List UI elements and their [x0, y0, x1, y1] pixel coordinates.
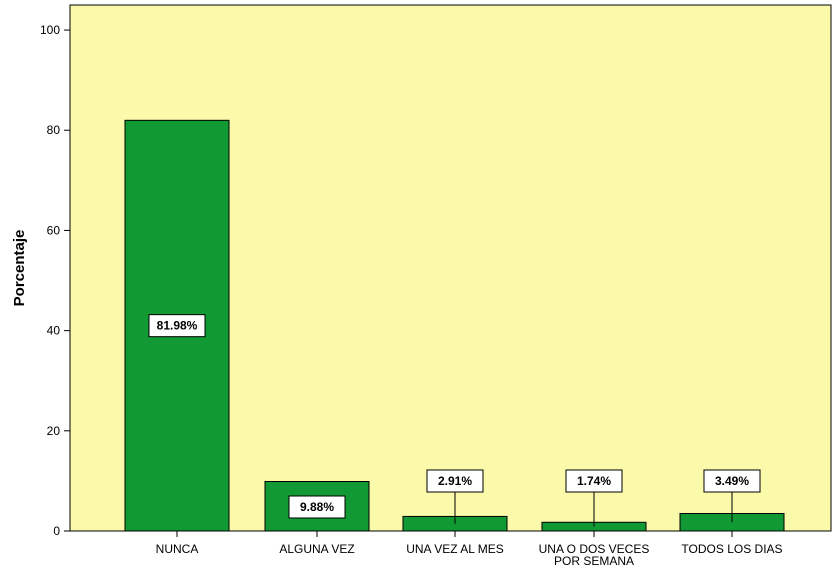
x-tick-label: UNA VEZ AL MES: [406, 542, 504, 556]
x-tick-label: UNA O DOS VECES: [539, 542, 650, 556]
y-axis: 0 20 40 60 80 100: [40, 23, 70, 538]
x-axis: NUNCA ALGUNA VEZ UNA VEZ AL MES UNA O DOS V…: [156, 531, 783, 568]
data-label: 9.88%: [300, 500, 334, 514]
y-tick-label: 60: [47, 223, 61, 237]
y-tick-label: 80: [47, 123, 61, 137]
data-label: 81.98%: [157, 319, 198, 333]
x-tick-label: ALGUNA VEZ: [279, 542, 354, 556]
y-tick-label: 100: [40, 23, 60, 37]
y-tick-label: 40: [47, 324, 61, 338]
data-label: 3.49%: [715, 474, 749, 488]
data-label-box: [703, 469, 761, 493]
x-tick-label: POR SEMANA: [554, 554, 634, 568]
y-tick-label: 20: [47, 424, 61, 438]
data-label: 1.74%: [577, 474, 611, 488]
y-axis-label: Porcentaje: [11, 230, 28, 307]
y-tick-label: 0: [53, 524, 60, 538]
data-label-box: [148, 314, 206, 338]
data-label-box: [288, 495, 346, 519]
x-tick-label: NUNCA: [156, 542, 199, 556]
data-labels: 81.98% 9.88% 2.91% 1.74% 3.49%: [148, 314, 761, 527]
data-label-box: [565, 469, 623, 493]
x-tick-label: TODOS LOS DIAS: [681, 542, 782, 556]
data-label: 2.91%: [438, 474, 472, 488]
data-label-box: [426, 469, 484, 493]
